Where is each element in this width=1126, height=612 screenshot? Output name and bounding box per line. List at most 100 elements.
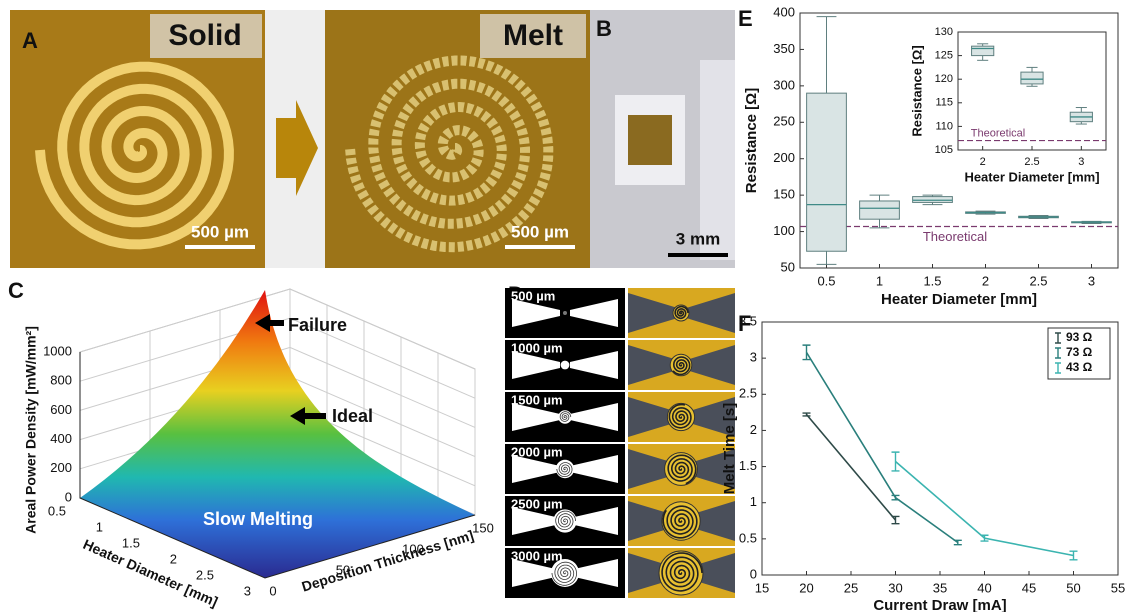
y-tick-label: 350: [773, 41, 795, 56]
y-tick-label: 2.5: [739, 386, 757, 401]
panel-label: C: [8, 278, 24, 303]
y-tick-label: 0: [269, 583, 276, 598]
x-tick-label: 3: [1088, 273, 1095, 288]
z-tick-label: 800: [50, 373, 72, 388]
x-tick-label: 2: [980, 156, 986, 168]
x-tick-label: 1.5: [122, 535, 140, 550]
size-label: 3000 µm: [511, 548, 563, 563]
y-tick-label: 0.5: [739, 530, 757, 545]
y-tick-label: 200: [773, 150, 795, 165]
annotation: Slow Melting: [203, 509, 313, 529]
y-tick-label: 250: [773, 114, 795, 129]
annotation: Failure: [288, 315, 347, 335]
device-chip: [628, 115, 672, 165]
x-tick-label: 0.5: [48, 503, 66, 518]
legend-label: 93 Ω: [1066, 330, 1093, 344]
z-tick-label: 1000: [43, 343, 72, 358]
x-tick-label: 2: [982, 273, 989, 288]
y-tick-label: 300: [773, 77, 795, 92]
y-tick-label: 0: [750, 566, 757, 581]
scale-label: 3 mm: [676, 229, 720, 248]
y-tick-label: 115: [935, 97, 953, 109]
y-axis-label: Melt Time [s]: [721, 403, 738, 494]
scale-label: 500 µm: [511, 222, 569, 241]
y-tick-label: 110: [935, 120, 953, 132]
line: [807, 352, 958, 542]
x-tick-label: 2.5: [1029, 273, 1047, 288]
figure: Solid Melt 500 µm 500 µm 3 mm A B C D E …: [0, 0, 1126, 612]
heater: [563, 311, 567, 315]
z-tick-label: 400: [50, 431, 72, 446]
x-tick-label: 1: [96, 519, 103, 534]
annotation: Ideal: [332, 406, 373, 426]
photo-label: Solid: [168, 19, 241, 52]
y-axis-label: Resistance [Ω]: [909, 45, 924, 136]
x-tick-label: 20: [799, 580, 813, 595]
z-tick-label: 600: [50, 402, 72, 417]
reference-label: Theoretical: [971, 127, 1025, 139]
error-bar: [803, 413, 811, 416]
x-tick-label: 30: [888, 580, 902, 595]
box: [972, 46, 994, 55]
x-tick-label: 40: [977, 580, 991, 595]
x-tick-label: 25: [844, 580, 858, 595]
y-tick-label: 150: [773, 187, 795, 202]
y-tick-label: 2: [750, 422, 757, 437]
x-axis-label: Current Draw [mA]: [873, 597, 1006, 612]
box: [860, 201, 900, 219]
heater: [561, 361, 570, 370]
error-bar: [892, 495, 900, 499]
panel-label: B: [596, 16, 612, 41]
scale-label: 500 µm: [191, 222, 249, 241]
y-tick-label: 3: [750, 350, 757, 365]
x-tick-label: 50: [1066, 580, 1080, 595]
y-tick-label: 1.5: [739, 458, 757, 473]
x-tick-label: 2.5: [1024, 156, 1039, 168]
x-tick-label: 3: [1078, 156, 1084, 168]
photo-label: Melt: [503, 19, 563, 52]
legend-label: 73 Ω: [1066, 345, 1093, 359]
size-label: 2000 µm: [511, 444, 563, 459]
x-tick-label: 55: [1111, 580, 1125, 595]
x-tick-label: 15: [755, 580, 769, 595]
size-label: 500 µm: [511, 288, 555, 303]
y-tick-label: 105: [935, 144, 953, 156]
x-tick-label: 3: [244, 583, 251, 598]
legend-label: 43 Ω: [1066, 360, 1093, 374]
y-axis-label: Resistance [Ω]: [743, 88, 760, 193]
y-tick-label: 120: [935, 73, 953, 85]
x-tick-label: 1.5: [923, 273, 941, 288]
size-label: 1500 µm: [511, 392, 563, 407]
x-tick-label: 2.5: [196, 567, 214, 582]
y-tick-label: 150: [472, 520, 494, 535]
y-tick-label: 50: [781, 259, 795, 274]
x-tick-label: 1: [876, 273, 883, 288]
x-tick-label: 35: [933, 580, 947, 595]
x-axis-label: Heater Diameter [mm]: [881, 291, 1037, 308]
box: [913, 197, 953, 203]
line: [807, 415, 896, 521]
z-tick-label: 200: [50, 460, 72, 475]
panel-label: A: [22, 28, 38, 53]
y-tick-label: 125: [935, 50, 953, 62]
size-label: 2500 µm: [511, 496, 563, 511]
error-bar: [954, 540, 962, 544]
x-tick-label: 45: [1022, 580, 1036, 595]
error-bar: [892, 452, 900, 471]
reference-label: Theoretical: [923, 229, 987, 244]
box: [807, 93, 847, 251]
box: [1021, 72, 1043, 84]
y-tick-label: 130: [935, 26, 953, 38]
x-axis-label: Heater Diameter [mm]: [964, 169, 1099, 184]
y-tick-label: 1: [750, 494, 757, 509]
size-label: 1000 µm: [511, 340, 563, 355]
panel-label: E: [738, 6, 753, 31]
x-tick-label: 2: [170, 551, 177, 566]
y-tick-label: 400: [773, 4, 795, 19]
y-tick-label: 3.5: [739, 313, 757, 328]
z-tick-label: 0: [65, 489, 72, 504]
axis-label: Areal Power Density [mW/mm²]: [23, 326, 39, 534]
y-tick-label: 100: [773, 223, 795, 238]
page: {"panel_labels": ["A", "B", "C", "D", "E…: [0, 0, 1126, 612]
x-tick-label: 0.5: [817, 273, 835, 288]
